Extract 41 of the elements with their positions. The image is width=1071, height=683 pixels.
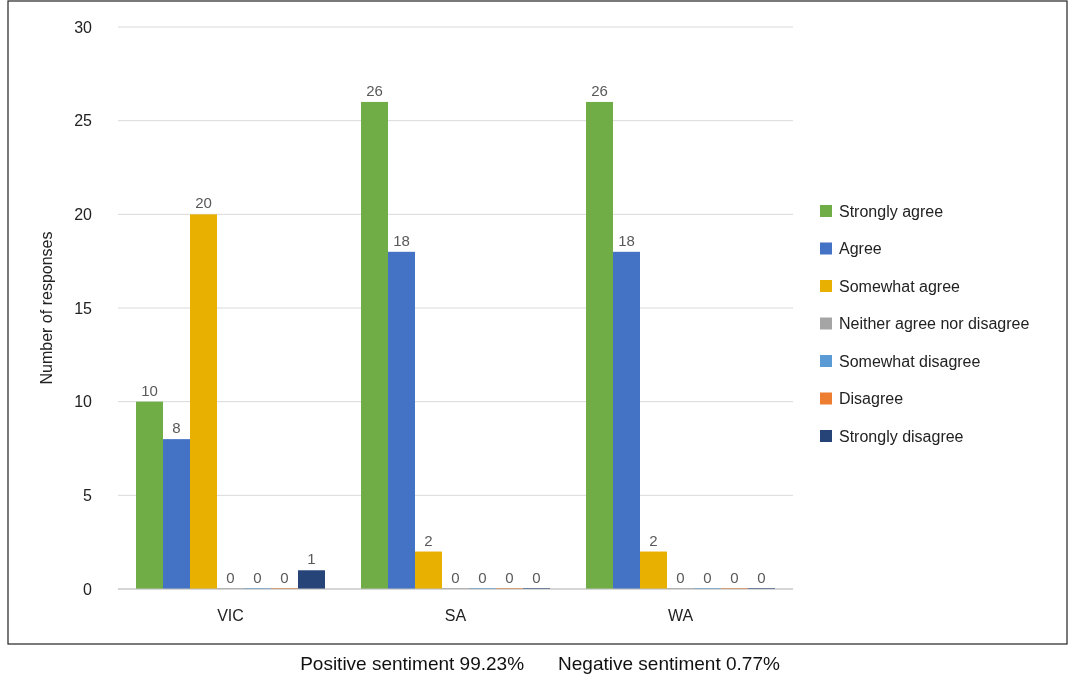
y-tick-label: 15 xyxy=(74,299,93,317)
data-label: 26 xyxy=(366,81,383,99)
legend-label: Somewhat agree xyxy=(839,277,961,295)
data-label: 0 xyxy=(757,569,766,586)
y-tick-label: 25 xyxy=(74,112,93,130)
y-tick-label: 30 xyxy=(74,18,93,36)
data-label: 0 xyxy=(730,569,739,586)
data-label: 26 xyxy=(591,81,608,99)
legend-label: Disagree xyxy=(839,390,904,408)
data-label: 0 xyxy=(280,569,289,586)
data-label: 18 xyxy=(393,231,410,249)
data-label: 0 xyxy=(532,569,541,586)
data-label: 2 xyxy=(424,531,433,549)
data-label: 0 xyxy=(226,569,235,586)
y-tick-label: 0 xyxy=(83,580,93,598)
legend-label: Neither agree nor disagree xyxy=(839,315,1030,333)
data-label: 2 xyxy=(649,531,658,549)
data-label: 0 xyxy=(703,569,712,586)
data-label: 0 xyxy=(676,569,685,586)
legend-label: Somewhat disagree xyxy=(839,352,981,370)
legend-label: Agree xyxy=(839,240,882,258)
x-tick-label: WA xyxy=(667,607,694,624)
data-label: 0 xyxy=(505,569,514,586)
data-label: 0 xyxy=(253,569,262,586)
data-label: 20 xyxy=(195,194,212,212)
x-tick-label: SA xyxy=(444,607,467,624)
legend-label: Strongly disagree xyxy=(839,427,964,445)
data-label: 1 xyxy=(307,550,316,568)
x-tick-label: VIC xyxy=(217,607,244,624)
data-label: 10 xyxy=(141,381,158,399)
legend-label: Strongly agree xyxy=(839,202,944,220)
text: Positive sentiment 99.23% xyxy=(300,653,525,674)
data-label: 0 xyxy=(451,569,460,586)
y-tick-label: 20 xyxy=(74,205,93,223)
y-tick-label: 10 xyxy=(74,393,93,411)
data-label: 18 xyxy=(618,231,635,249)
text: Negative sentiment 0.77% xyxy=(558,653,780,674)
data-label: 0 xyxy=(478,569,487,586)
y-tick-label: 5 xyxy=(83,486,93,504)
y-axis-title: Number of responses xyxy=(38,231,55,385)
data-label: 8 xyxy=(172,419,181,437)
